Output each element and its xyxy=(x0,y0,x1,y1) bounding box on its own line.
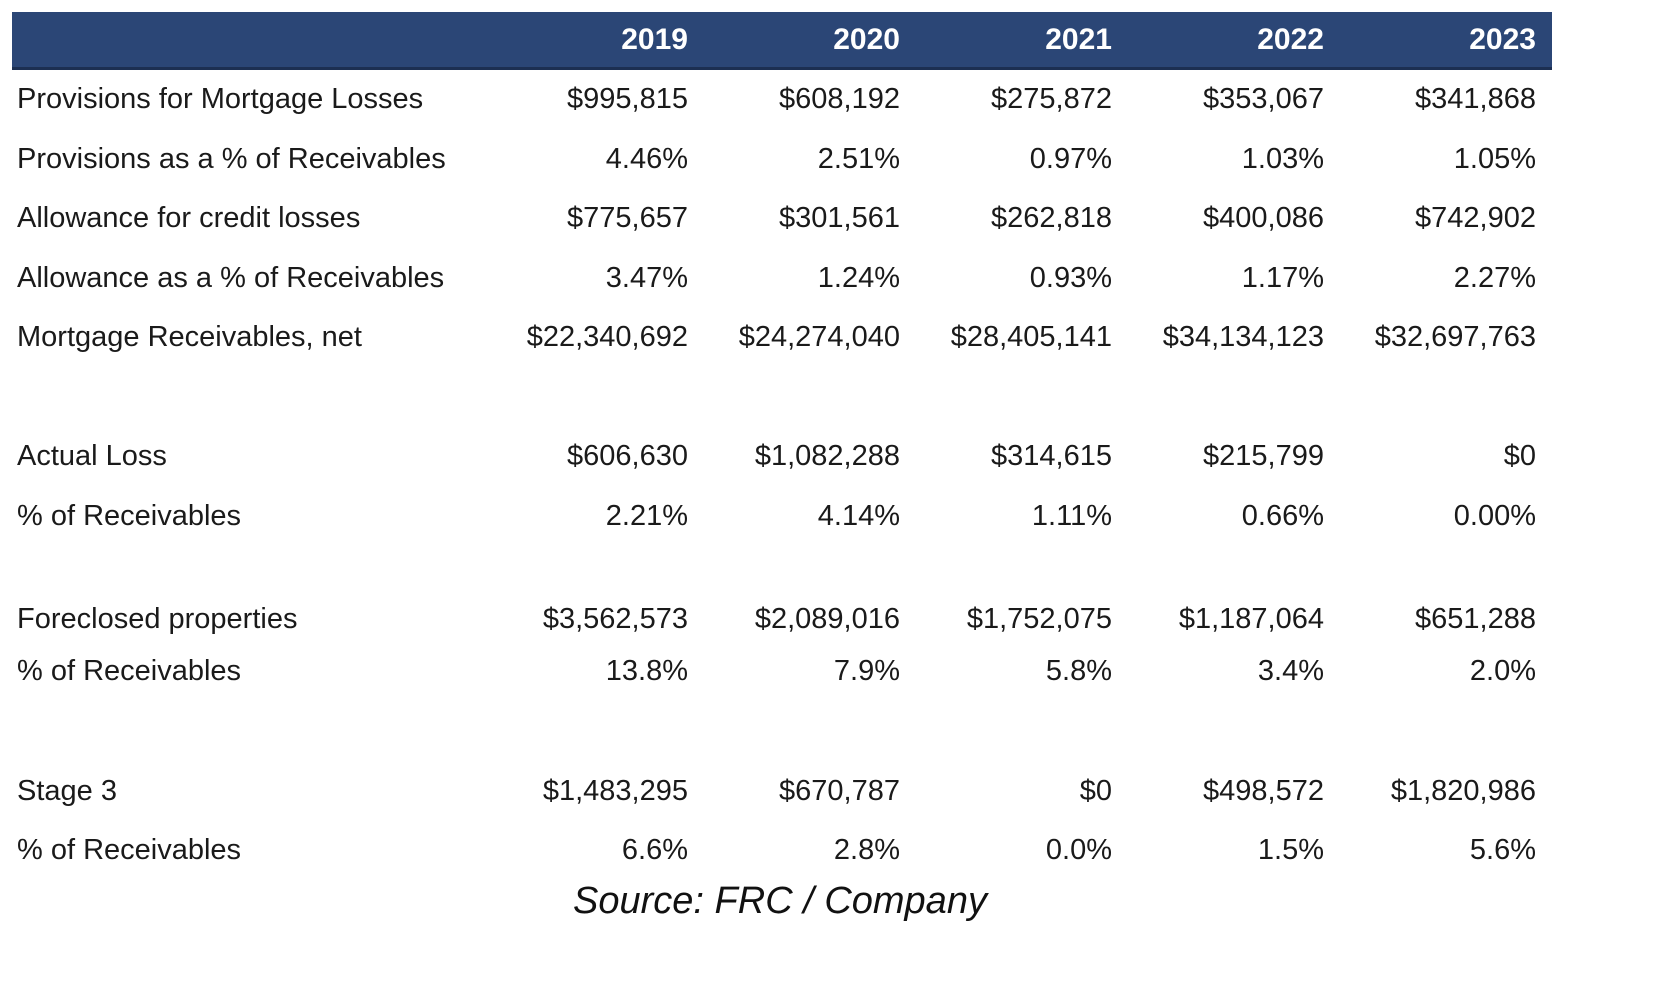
row-label: Provisions for Mortgage Losses xyxy=(17,82,424,115)
row-value: $3,562,573 xyxy=(542,602,688,635)
row-value: $608,192 xyxy=(779,82,900,115)
row-value: $275,872 xyxy=(991,82,1112,115)
header-year-2023: 2023 xyxy=(1469,22,1536,56)
row-value: $22,340,692 xyxy=(526,320,688,353)
row-value: $651,288 xyxy=(1415,602,1536,635)
row-value: 2.21% xyxy=(605,499,688,532)
row-value: $0 xyxy=(1503,439,1536,472)
row-value: 6.6% xyxy=(621,833,688,866)
header-year-2021: 2021 xyxy=(1045,22,1112,56)
row-value: 7.9% xyxy=(833,654,900,687)
table-row: % of Receivables 2.21% 4.14% 1.11% 0.66%… xyxy=(12,493,1552,539)
row-value: $34,134,123 xyxy=(1162,320,1324,353)
row-value: $1,820,986 xyxy=(1390,774,1536,807)
row-value: 2.0% xyxy=(1469,654,1536,687)
row-label: Foreclosed properties xyxy=(17,602,298,635)
row-value: 2.8% xyxy=(833,833,900,866)
row-label: Allowance as a % of Receivables xyxy=(17,261,445,294)
row-label: Provisions as a % of Receivables xyxy=(17,142,446,175)
financial-table: 2019 2020 2021 2022 2023 Provisions for … xyxy=(12,12,1552,866)
row-value: $301,561 xyxy=(779,201,900,234)
row-value: 2.51% xyxy=(817,142,900,175)
table-row: Foreclosed properties $3,562,573 $2,089,… xyxy=(12,596,1552,642)
row-value: 4.14% xyxy=(817,499,900,532)
row-value: $2,089,016 xyxy=(754,602,900,635)
table-row: Provisions as a % of Receivables 4.46% 2… xyxy=(12,136,1552,182)
row-value: $24,274,040 xyxy=(738,320,900,353)
row-value: 1.5% xyxy=(1257,833,1324,866)
row-value: 1.17% xyxy=(1241,261,1324,294)
table-row: Stage 3 $1,483,295 $670,787 $0 $498,572 … xyxy=(12,768,1552,814)
row-value: $775,657 xyxy=(567,201,688,234)
row-value: $353,067 xyxy=(1203,82,1324,115)
row-value: 5.6% xyxy=(1469,833,1536,866)
row-label: Actual Loss xyxy=(17,439,167,472)
row-label: Mortgage Receivables, net xyxy=(17,320,362,353)
row-value: $215,799 xyxy=(1203,439,1324,472)
table-header: 2019 2020 2021 2022 2023 xyxy=(12,12,1552,70)
row-value: 1.03% xyxy=(1241,142,1324,175)
table-row: Allowance for credit losses $775,657 $30… xyxy=(12,195,1552,241)
row-value: 0.93% xyxy=(1029,261,1112,294)
row-value: $1,752,075 xyxy=(966,602,1112,635)
row-label: % of Receivables xyxy=(17,833,242,866)
row-value: $995,815 xyxy=(567,82,688,115)
row-value: 0.97% xyxy=(1029,142,1112,175)
row-value: $314,615 xyxy=(991,439,1112,472)
row-value: $1,082,288 xyxy=(754,439,900,472)
row-value: $400,086 xyxy=(1203,201,1324,234)
row-value: 2.27% xyxy=(1453,261,1536,294)
row-value: 1.24% xyxy=(817,261,900,294)
table-row: Actual Loss $606,630 $1,082,288 $314,615… xyxy=(12,433,1552,479)
row-value: 4.46% xyxy=(605,142,688,175)
row-value: $1,187,064 xyxy=(1178,602,1324,635)
row-value: $341,868 xyxy=(1415,82,1536,115)
row-value: $28,405,141 xyxy=(950,320,1112,353)
row-value: 1.11% xyxy=(1031,499,1112,532)
row-value: $498,572 xyxy=(1203,774,1324,807)
row-value: 1.05% xyxy=(1453,142,1536,175)
table-row: % of Receivables 6.6% 2.8% 0.0% 1.5% 5.6… xyxy=(12,827,1552,873)
row-value: 13.8% xyxy=(605,654,688,687)
row-value: $32,697,763 xyxy=(1374,320,1536,353)
row-label: Allowance for credit losses xyxy=(17,201,361,234)
row-value: 0.66% xyxy=(1241,499,1324,532)
row-value: 0.0% xyxy=(1045,833,1112,866)
row-value: $742,902 xyxy=(1415,201,1536,234)
header-year-2020: 2020 xyxy=(833,22,900,56)
row-value: $1,483,295 xyxy=(542,774,688,807)
row-value: 5.8% xyxy=(1045,654,1112,687)
row-value: 3.47% xyxy=(605,261,688,294)
row-label: % of Receivables xyxy=(17,499,242,532)
row-value: 3.4% xyxy=(1257,654,1324,687)
table-row: % of Receivables 13.8% 7.9% 5.8% 3.4% 2.… xyxy=(12,648,1552,694)
row-value: $606,630 xyxy=(567,439,688,472)
source-caption: Source: FRC / Company xyxy=(573,880,987,922)
table-row: Allowance as a % of Receivables 3.47% 1.… xyxy=(12,255,1552,301)
row-value: $262,818 xyxy=(991,201,1112,234)
row-value: 0.00% xyxy=(1453,499,1536,532)
header-year-2022: 2022 xyxy=(1257,22,1324,56)
table-row: Provisions for Mortgage Losses $995,815 … xyxy=(12,76,1552,122)
row-label: % of Receivables xyxy=(17,654,242,687)
header-year-2019: 2019 xyxy=(621,22,688,56)
row-value: $0 xyxy=(1079,774,1112,807)
row-value: $670,787 xyxy=(779,774,900,807)
row-label: Stage 3 xyxy=(17,774,117,807)
table-row: Mortgage Receivables, net $22,340,692 $2… xyxy=(12,314,1552,360)
